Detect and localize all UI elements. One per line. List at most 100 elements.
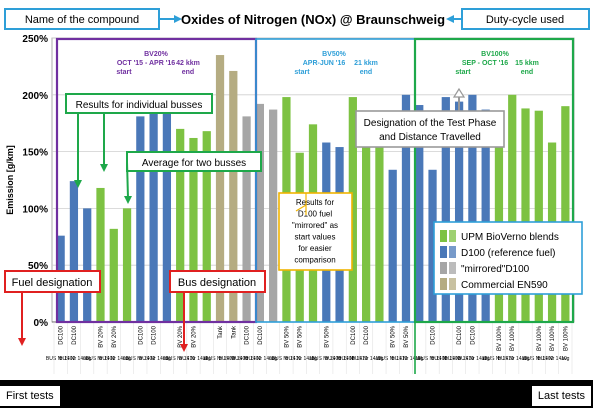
bus-label: BUS Nr 1403 xyxy=(59,356,89,362)
legend-label: Commercial EN590 xyxy=(461,280,548,291)
mirror-note-line: start values xyxy=(295,233,336,242)
bus-label: BUS Nr 1402 xyxy=(46,356,76,362)
last-tests-caption: Last tests xyxy=(531,386,591,406)
duty-cycle-arrowhead xyxy=(446,15,454,23)
bar xyxy=(255,103,264,322)
compound-callout-box xyxy=(4,8,160,30)
x-tick-label: BV 100% xyxy=(563,325,569,351)
x-tick-label: DC100 xyxy=(470,325,476,344)
bar xyxy=(215,55,225,322)
bar xyxy=(83,208,92,322)
bar xyxy=(269,109,278,323)
legend-swatch xyxy=(440,278,447,290)
y-tick-label: 150% xyxy=(22,148,48,159)
bus-label: avg xyxy=(482,356,490,362)
y-tick-label: 250% xyxy=(22,34,48,45)
x-tick-label: BV 50% xyxy=(391,325,397,347)
average-callout-text: Average for two busses xyxy=(142,158,246,169)
bar xyxy=(202,131,211,322)
phase-distance: 15 kkm xyxy=(515,60,539,67)
bus-label: BUS Nr 1402 xyxy=(86,356,116,362)
x-tick-label: DC100 xyxy=(364,325,370,344)
bar xyxy=(561,106,570,322)
legend-swatch xyxy=(449,246,456,258)
bus-label: BUS Nr 1410 xyxy=(165,356,195,362)
bus-label: BUS Nr 1410 xyxy=(378,356,408,362)
x-tick-label: BV 100% xyxy=(497,325,503,351)
bus-label: BUS Nr 1403 xyxy=(431,356,461,362)
bus-label: avg xyxy=(269,356,277,362)
bar xyxy=(481,109,490,323)
fuel-callout-box xyxy=(4,270,101,293)
legend-swatch xyxy=(440,230,447,242)
x-tick-label: DC100 xyxy=(59,325,65,344)
bar xyxy=(348,97,357,323)
individual-arrowhead xyxy=(74,180,82,188)
x-tick-label: DC100 xyxy=(431,325,437,344)
phase-start: start xyxy=(455,69,471,76)
bar xyxy=(388,169,397,322)
phase-callout-arrowhead xyxy=(452,87,466,98)
bus-label: BUS Nr 1411 xyxy=(498,356,527,362)
average-arrowhead xyxy=(124,196,132,204)
phase-name: BV100% xyxy=(481,51,509,58)
mirror-note-line: "mirrored" as xyxy=(292,221,338,230)
legend-box xyxy=(433,221,583,295)
bus-label: avg xyxy=(123,356,131,362)
bar xyxy=(69,181,79,322)
bus-label: avg xyxy=(375,356,383,362)
legend-label: D100 (reference fuel) xyxy=(461,248,556,259)
bus-callout-text: Bus designation xyxy=(178,277,256,289)
x-tick-label: BV 50% xyxy=(298,325,304,347)
phase-callout-box xyxy=(355,110,505,148)
bus-label: BUS Nr 1403 xyxy=(99,356,129,362)
bus-label: BUS Nr 1411 xyxy=(352,356,381,362)
x-tick-label: BV 50% xyxy=(404,325,410,347)
y-tick-label: 200% xyxy=(22,91,48,102)
individual-callout-text: Results for individual busses xyxy=(76,100,203,111)
bar xyxy=(149,110,158,322)
duty-cycle-callout-text: Duty-cycle used xyxy=(486,14,564,26)
bus-label: BUS Nr 1411 xyxy=(285,356,314,362)
bus-label: BUS Nr 1403 xyxy=(245,356,275,362)
bus-arrowhead xyxy=(180,344,188,352)
phase-distance: 21 kkm xyxy=(354,60,378,67)
first-tests-caption: First tests xyxy=(0,386,60,406)
legend-swatch xyxy=(449,278,456,290)
bus-label: avg xyxy=(415,356,423,362)
mirror-note-line: comparison xyxy=(294,256,335,265)
bus-label: BUS Nr 1402 xyxy=(232,356,262,362)
phase-period: OCT '15 - APR '16 xyxy=(117,60,175,67)
x-tick-label: DC100 xyxy=(457,325,463,344)
x-tick-label: DC100 xyxy=(152,325,158,344)
nox-emission-chart: 0% 50% 100% 150% 200% 250% Emission [g/km] DC10… xyxy=(4,8,590,374)
bus-label: BUS Nr 1410 xyxy=(272,356,302,362)
x-tick-label: DC100 xyxy=(72,325,78,344)
bus-label: BUS Nr 1411 xyxy=(179,356,208,362)
compound-arrowhead xyxy=(174,15,182,23)
bus-label: BUS Nr 1402 xyxy=(325,356,355,362)
phase-name: BV50% xyxy=(322,51,347,58)
bar xyxy=(242,116,251,322)
y-tick-label: 0% xyxy=(34,318,49,329)
phase-distance: 42 kkm xyxy=(176,60,200,67)
y-tick-label: 50% xyxy=(28,261,48,272)
legend-swatch xyxy=(449,230,456,242)
mirror-note-arrow xyxy=(295,204,307,212)
phase-callout-line1: Designation of the Test Phase xyxy=(364,118,497,129)
bus-label: BUS Nr 1410 xyxy=(537,356,567,362)
bus-label: BUS Nr 1402 xyxy=(126,356,156,362)
phase-period: SEP - OCT '16 xyxy=(462,60,508,67)
x-tick-label: DC100 xyxy=(351,325,357,344)
bar xyxy=(162,112,172,322)
x-tick-label: Tank xyxy=(218,325,224,339)
bus-label: avg xyxy=(163,356,171,362)
x-tick-label: BV 50% xyxy=(324,325,330,347)
legend-swatch xyxy=(440,262,447,274)
mirror-note-box xyxy=(278,192,353,271)
phase-name: BV20% xyxy=(144,51,169,58)
individual-callout-box xyxy=(65,93,213,114)
bus-label: BUS Nr 1403 xyxy=(219,356,249,362)
legend-label: UPM BioVerno blends xyxy=(461,232,559,243)
x-tick-label: Tank xyxy=(231,325,237,339)
